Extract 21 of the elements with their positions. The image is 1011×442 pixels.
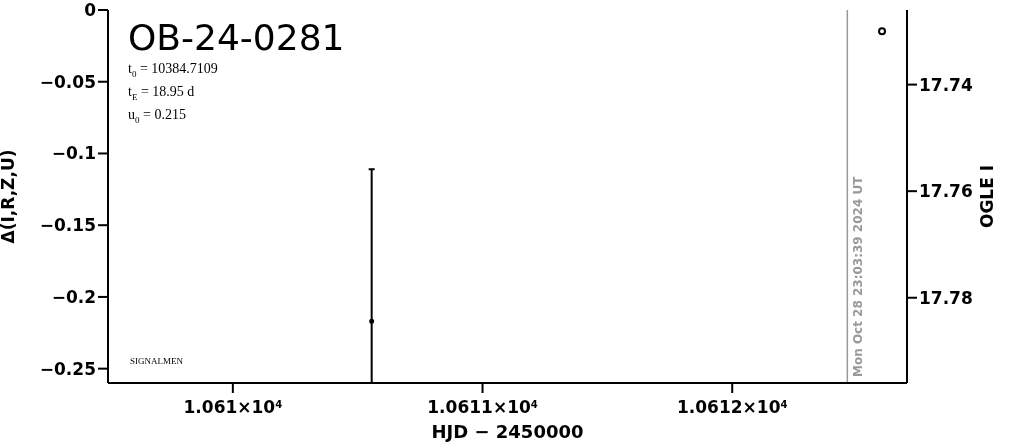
y-tick-label: −0.05 <box>39 71 96 92</box>
y-tick-label: 0 <box>84 0 97 21</box>
y-tick-label: −0.2 <box>51 286 96 307</box>
y2-tick-label: 17.76 <box>919 181 973 202</box>
chart-title: OB-24-0281 <box>128 17 345 58</box>
annotation: t$_{0}$ = 10384.7109 <box>128 61 218 79</box>
y-tick-label: −0.1 <box>51 143 96 164</box>
x-tick-label: 1.0611×10$^{4}$ <box>427 397 538 417</box>
y2-tick-label: 17.74 <box>919 74 973 95</box>
x-tick-label: 1.061×10$^{4}$ <box>183 397 283 417</box>
y-tick-label: −0.25 <box>39 358 96 379</box>
annotation: SIGNALMEN <box>130 356 183 366</box>
annotation: Mon Oct 28 23:03:39 2024 UT <box>851 175 866 377</box>
x-axis-title: HJD − 2450000 <box>431 420 584 442</box>
y-tick-label: −0.15 <box>39 215 96 236</box>
annotation: t$_{E}$ = 18.95 d <box>128 83 195 102</box>
x-tick-label: 1.0612×10$^{4}$ <box>676 397 788 417</box>
annotation: u$_{0}$ = 0.215 <box>128 106 186 125</box>
y2-tick-label: 17.78 <box>919 287 973 308</box>
y2-axis-title: OGLE I <box>977 164 998 229</box>
y-axis-title: Δ(I,R,Z,U) <box>0 149 19 244</box>
